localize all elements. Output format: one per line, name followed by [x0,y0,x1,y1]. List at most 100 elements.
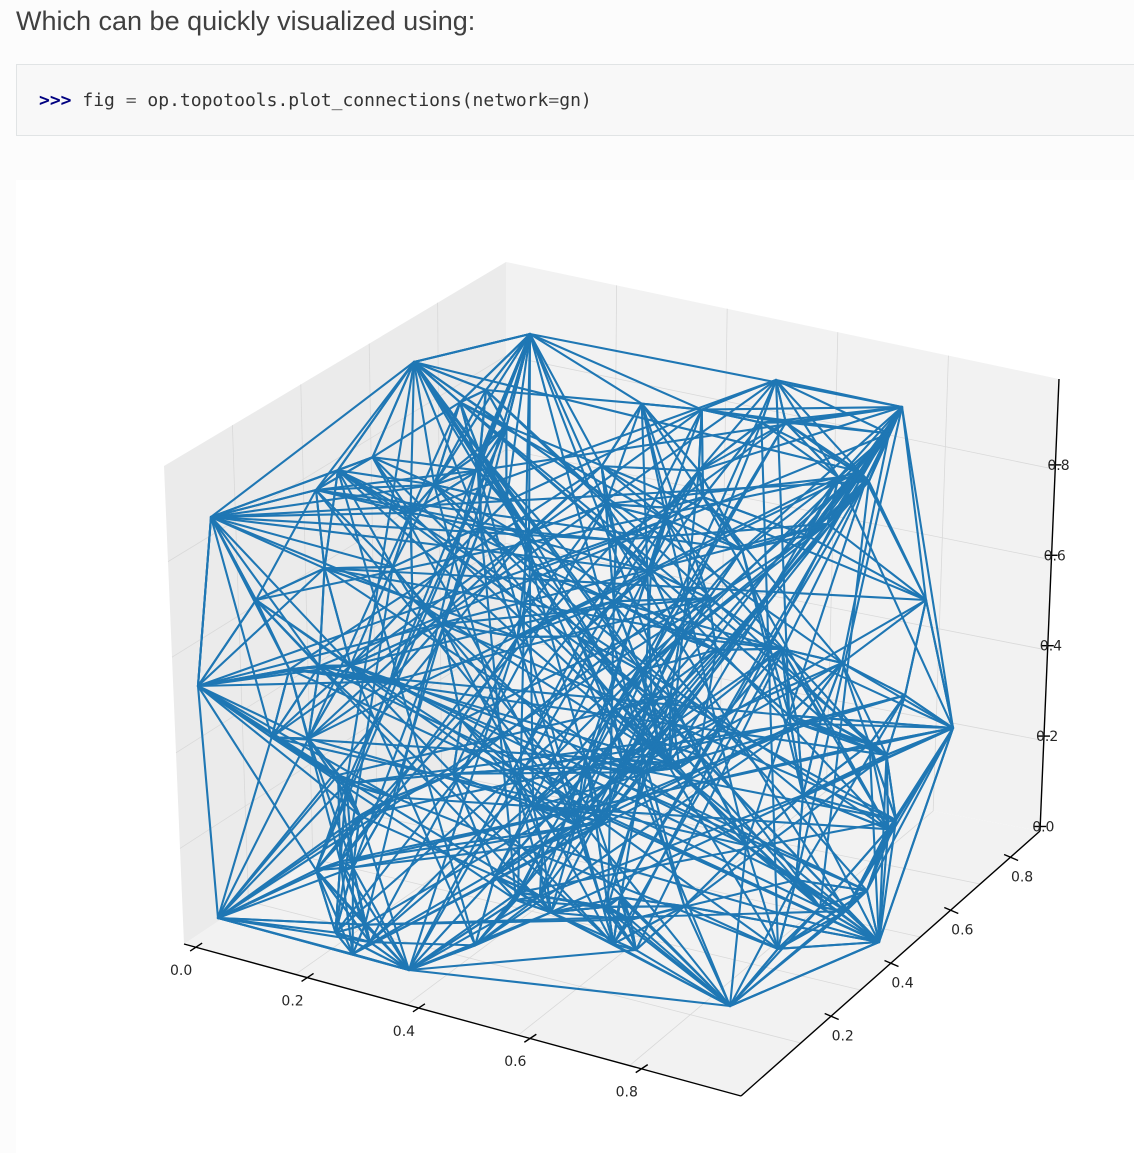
connection-line [774,378,904,409]
connection-line [602,906,632,921]
connection-line [409,360,416,514]
connection-line [209,515,258,602]
connection-line [614,538,653,573]
connection-line [493,647,783,878]
connection-line [528,332,607,506]
connection-line [837,476,955,730]
connection-line [209,515,618,542]
z-tick-label: 0.4 [1040,639,1062,655]
connection-line [868,726,955,746]
connection-line [538,894,552,914]
connection-line [323,567,414,601]
connection-line [604,476,840,506]
connection-line [826,522,928,602]
connection-line [345,740,660,785]
connection-line [493,432,891,878]
connection-line [479,452,482,528]
connection-line [774,378,787,424]
connection-line [391,511,412,569]
connection-line [409,511,414,601]
connection-line [593,812,615,946]
connection-line [451,476,840,775]
connection-line [314,488,732,1008]
connection-line [391,483,436,569]
connection-line [368,503,607,944]
connection-line [270,668,291,739]
code-argument-operator: = [548,90,560,111]
connection-line [351,866,411,972]
connection-line [196,684,310,740]
connection-line [209,511,412,519]
connection-line [683,905,881,944]
network-plot-3d: 0.0 0.2 0.4 0.6 0.8 0.2 0.4 0.6 0.8 0.0 0.2 0.4 0.6 0… [164,262,1070,1101]
connection-line [474,891,520,947]
connection-line [196,684,220,920]
connection-line [877,726,955,944]
connection-line [433,425,508,486]
connection-line [314,866,355,872]
connection-line [505,332,532,428]
connection-line [196,668,291,688]
connection-line [634,905,686,952]
connection-line [669,648,718,698]
code-variable: fig [82,90,115,111]
connection-line [517,818,898,894]
connection-line [318,432,891,668]
connection-line [819,480,870,909]
connection-line [776,909,847,950]
connection-line [788,714,823,719]
connection-line [307,465,603,740]
connection-line [600,465,669,509]
connection-line [820,661,844,719]
connection-line [514,898,605,909]
code-prompt: >>> [39,90,72,111]
connection-line [270,664,352,739]
connection-line [288,668,888,757]
connection-line [433,483,482,528]
connection-line [412,360,488,392]
x-tick [412,1003,426,1013]
connection-line [351,814,361,869]
connection-line [531,538,618,573]
x-tick-label: 0.2 [281,993,303,1009]
connection-line [604,503,615,603]
connection-line [196,518,668,688]
connection-line [796,722,955,730]
connection-line [368,669,642,944]
x-axis-line [183,943,742,1097]
connection-line [474,875,496,947]
connection-line [528,503,607,534]
connection-line [574,765,590,827]
connection-line [505,332,532,503]
connection-line [776,878,798,950]
network-connections [196,332,955,1008]
code-block: >>> fig = op.topotools.plot_connections(… [16,64,1134,136]
intro-paragraph: Which can be quickly visualized using: [16,6,476,36]
connection-line [669,695,681,769]
connection-line [389,598,414,683]
connection-line [505,408,703,503]
connection-line [209,360,416,519]
connection-line [460,719,535,809]
connection-line [392,796,890,831]
connection-line [640,402,700,472]
connection-line [794,878,868,892]
connection-line [371,401,462,459]
connection-line [576,570,653,638]
connection-line [666,506,744,551]
connection-line [314,488,326,570]
x-tick-label: 0.6 [504,1054,526,1070]
connection-line [345,782,395,799]
connection-line [576,635,732,1008]
connection-line [528,332,643,405]
connection-line [389,680,671,765]
connection-line [484,388,871,746]
connection-line [474,911,552,947]
connection-line [371,456,480,472]
connection-line [484,388,508,428]
connection-line [216,737,310,920]
connection-line [697,469,744,551]
x-tick-label: 0.0 [170,963,192,979]
connection-line [392,772,454,799]
connection-line [604,503,618,542]
